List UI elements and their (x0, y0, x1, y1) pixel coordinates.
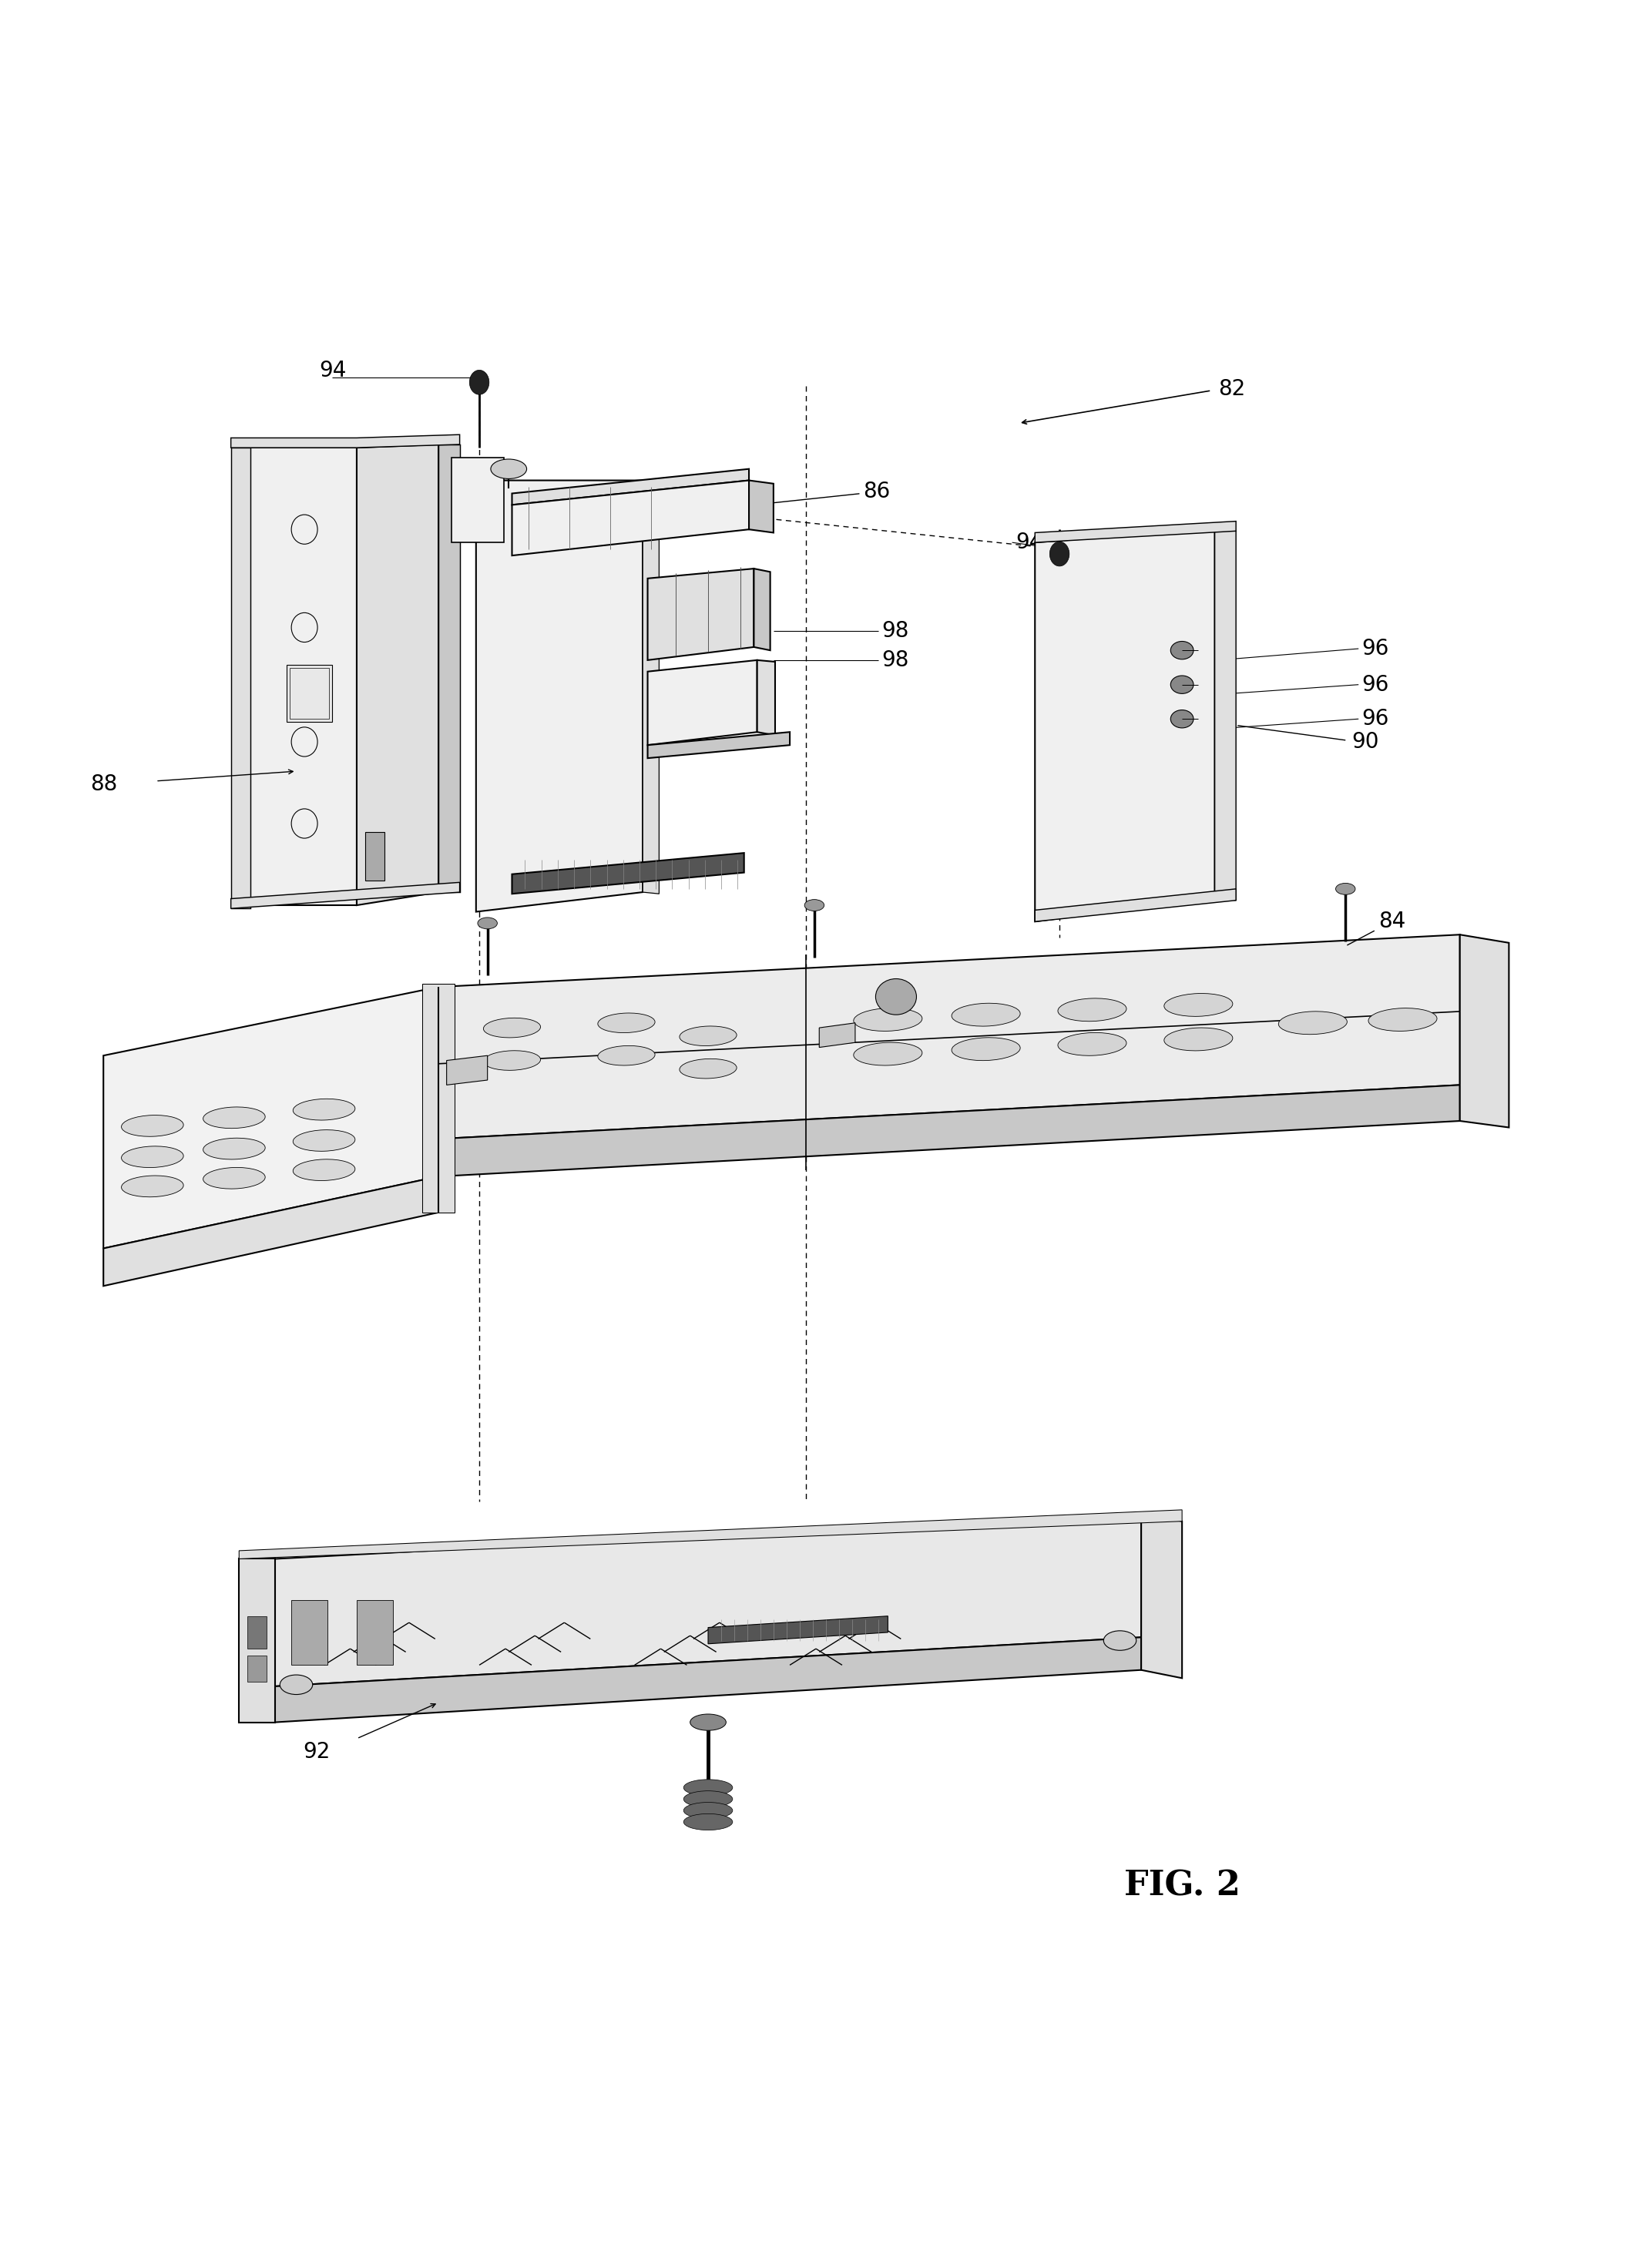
Ellipse shape (1104, 1631, 1137, 1651)
Polygon shape (1214, 528, 1235, 900)
FancyBboxPatch shape (247, 1617, 266, 1649)
Text: 84: 84 (1347, 912, 1405, 946)
Ellipse shape (122, 1145, 184, 1168)
Ellipse shape (1058, 1032, 1127, 1055)
Ellipse shape (490, 458, 526, 479)
Polygon shape (1035, 522, 1235, 542)
Ellipse shape (854, 1043, 923, 1066)
Ellipse shape (122, 1175, 184, 1198)
Polygon shape (512, 481, 748, 556)
Ellipse shape (684, 1780, 732, 1796)
FancyBboxPatch shape (451, 458, 503, 542)
Ellipse shape (679, 1059, 737, 1080)
Polygon shape (753, 569, 770, 651)
Ellipse shape (484, 1050, 541, 1070)
Polygon shape (357, 445, 439, 905)
FancyBboxPatch shape (286, 665, 332, 721)
Polygon shape (230, 882, 459, 909)
Text: 98: 98 (882, 649, 908, 671)
Ellipse shape (875, 980, 916, 1014)
Ellipse shape (1171, 642, 1194, 660)
Ellipse shape (477, 919, 497, 930)
FancyBboxPatch shape (247, 1656, 266, 1681)
Polygon shape (439, 1084, 1459, 1177)
Ellipse shape (1171, 676, 1194, 694)
Polygon shape (104, 987, 439, 1247)
Text: 94: 94 (1015, 531, 1043, 553)
Text: 88: 88 (90, 773, 117, 796)
Polygon shape (512, 469, 748, 506)
Ellipse shape (684, 1803, 732, 1819)
Polygon shape (707, 1617, 888, 1644)
Text: 90: 90 (1352, 730, 1380, 753)
Text: 96: 96 (1362, 708, 1388, 730)
Ellipse shape (684, 1814, 732, 1830)
Polygon shape (104, 1177, 439, 1286)
Polygon shape (446, 1055, 487, 1084)
Ellipse shape (691, 1715, 725, 1730)
Polygon shape (239, 1558, 275, 1721)
Ellipse shape (1369, 1007, 1438, 1032)
Polygon shape (439, 934, 1459, 1139)
Text: 146: 146 (520, 887, 561, 907)
Polygon shape (1142, 1513, 1183, 1678)
Polygon shape (1459, 934, 1508, 1127)
Polygon shape (643, 481, 660, 894)
Polygon shape (648, 569, 753, 660)
Ellipse shape (1171, 710, 1194, 728)
Polygon shape (512, 853, 744, 894)
Ellipse shape (484, 1018, 541, 1039)
Polygon shape (1035, 528, 1214, 921)
Text: 86: 86 (757, 481, 890, 506)
Polygon shape (648, 660, 757, 746)
Polygon shape (275, 1513, 1142, 1687)
Polygon shape (247, 447, 357, 905)
Polygon shape (748, 481, 773, 533)
Ellipse shape (679, 1025, 737, 1046)
Ellipse shape (1165, 1027, 1232, 1050)
Ellipse shape (469, 370, 489, 395)
Ellipse shape (1050, 542, 1069, 567)
Text: 98: 98 (882, 619, 908, 642)
Ellipse shape (122, 1116, 184, 1136)
Ellipse shape (202, 1139, 265, 1159)
Text: 82: 82 (1217, 379, 1245, 399)
Polygon shape (230, 447, 250, 909)
Ellipse shape (597, 1046, 655, 1066)
Polygon shape (757, 660, 775, 735)
Ellipse shape (293, 1159, 355, 1182)
Ellipse shape (854, 1007, 923, 1032)
Ellipse shape (293, 1098, 355, 1120)
Text: FIG. 2: FIG. 2 (1124, 1869, 1240, 1903)
Polygon shape (475, 481, 643, 912)
Ellipse shape (1278, 1012, 1347, 1034)
Ellipse shape (1336, 882, 1355, 894)
Ellipse shape (1058, 998, 1127, 1021)
Polygon shape (819, 1023, 855, 1048)
FancyBboxPatch shape (365, 832, 385, 880)
Ellipse shape (951, 1002, 1020, 1025)
Ellipse shape (202, 1168, 265, 1188)
Text: 94: 94 (319, 361, 347, 381)
Polygon shape (648, 733, 790, 758)
Text: 96: 96 (1362, 674, 1388, 696)
Text: 96: 96 (1362, 637, 1388, 660)
Text: 92: 92 (303, 1742, 331, 1762)
Ellipse shape (597, 1014, 655, 1032)
FancyBboxPatch shape (291, 1599, 327, 1665)
Ellipse shape (684, 1792, 732, 1808)
FancyBboxPatch shape (357, 1599, 393, 1665)
Ellipse shape (1165, 993, 1232, 1016)
Ellipse shape (804, 900, 824, 912)
Polygon shape (275, 1637, 1142, 1721)
Ellipse shape (280, 1674, 313, 1694)
Polygon shape (439, 445, 459, 891)
Ellipse shape (293, 1129, 355, 1152)
Polygon shape (423, 984, 454, 1213)
Ellipse shape (951, 1036, 1020, 1061)
Polygon shape (239, 1510, 1183, 1558)
Polygon shape (230, 435, 459, 447)
Polygon shape (1035, 889, 1235, 921)
Ellipse shape (202, 1107, 265, 1127)
